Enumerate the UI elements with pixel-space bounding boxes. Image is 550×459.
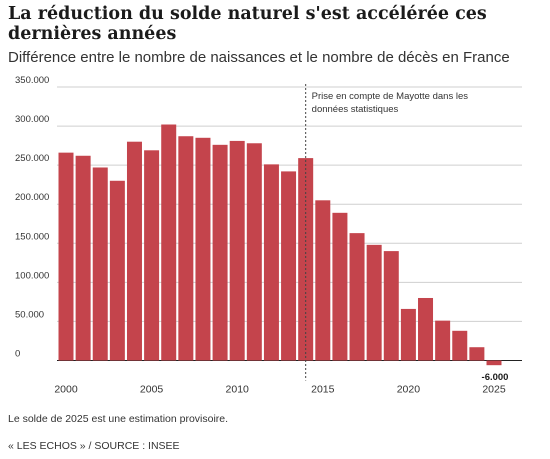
bar (92, 167, 108, 361)
x-tick-label: 2025 (482, 384, 506, 396)
chart-title: La réduction du solde naturel s'est accé… (8, 4, 487, 44)
bar (366, 244, 382, 361)
chart-source: « LES ECHOS » / SOURCE : INSEE (8, 440, 180, 452)
labels: 0 50.000 100.000 150.000 200.000 250.000 300.0… (15, 76, 508, 396)
y-tick-label: 200.000 (15, 192, 49, 203)
bar (246, 143, 262, 361)
y-tick-label: 250.000 (15, 153, 49, 164)
chart-subtitle: Différence entre le nombre de naissances… (8, 49, 510, 66)
bar (229, 140, 245, 361)
bar-chart: Prise en compte de Mayotte dans les donné… (15, 76, 522, 396)
x-tick-label: 2020 (397, 384, 421, 396)
bar (435, 320, 451, 361)
bars (58, 124, 502, 366)
bar (298, 158, 314, 361)
annotation-text: Prise en compte de Mayotte dans les (312, 91, 469, 102)
bar (315, 200, 331, 361)
data-label: -6.000 (482, 372, 509, 383)
x-tick-label: 2000 (54, 384, 78, 396)
y-tick-label: 150.000 (15, 231, 49, 242)
bar (418, 297, 434, 361)
bar (58, 152, 74, 361)
bar (486, 360, 502, 366)
bar (178, 136, 194, 361)
bar (281, 171, 297, 361)
bar (383, 251, 399, 361)
y-tick-label: 50.000 (15, 309, 44, 320)
y-tick-label: 350.000 (15, 76, 49, 86)
bar (195, 137, 211, 361)
x-tick-label: 2015 (311, 384, 335, 396)
bar (144, 150, 160, 361)
x-tick-label: 2005 (140, 384, 164, 396)
y-tick-label: 0 (15, 349, 20, 360)
bar (109, 180, 125, 361)
bar (75, 155, 91, 361)
bar (349, 233, 365, 361)
bar (212, 144, 228, 361)
y-tick-label: 300.000 (15, 114, 49, 125)
bar (126, 141, 142, 361)
bar (263, 164, 279, 361)
bar (161, 124, 177, 361)
bar (469, 347, 485, 361)
annotation-text: données statistiques (312, 104, 399, 115)
bar (332, 212, 348, 361)
chart-note: Le solde de 2025 est une estimation prov… (8, 413, 229, 425)
x-tick-label: 2010 (226, 384, 250, 396)
annotation: Prise en compte de Mayotte dans les donné… (305, 84, 469, 381)
bar (452, 330, 468, 361)
y-tick-label: 100.000 (15, 270, 49, 281)
bar (400, 308, 416, 361)
